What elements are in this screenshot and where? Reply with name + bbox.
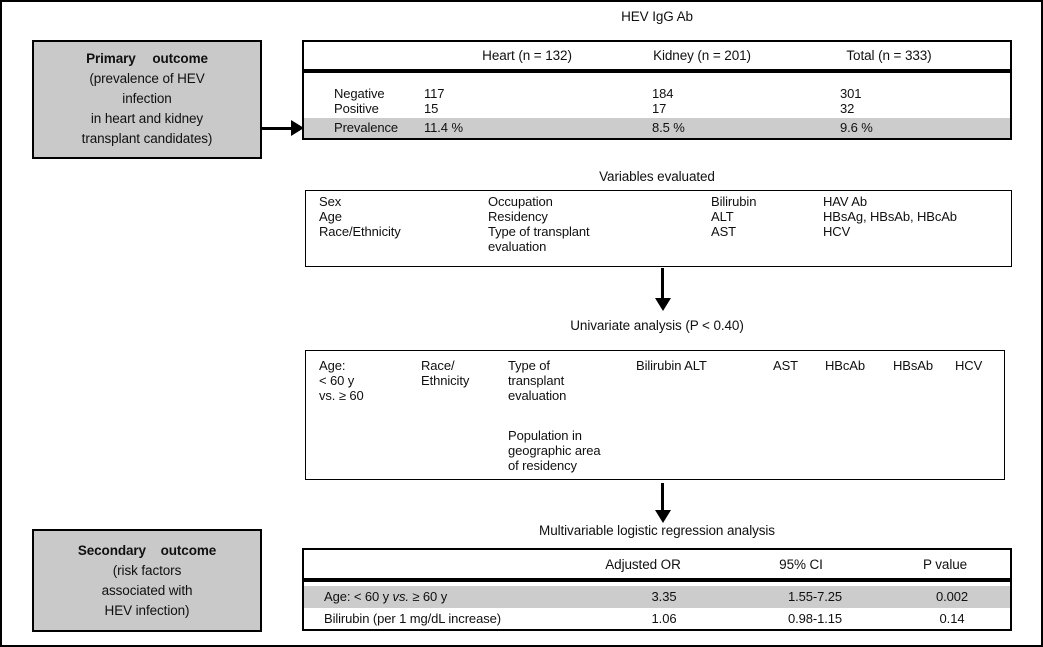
kidney-value: 17	[652, 101, 667, 116]
variable-item: AST	[711, 224, 736, 239]
univariate-item-population: Population in geographic area of residen…	[508, 428, 601, 473]
column-header-kidney: Kidney (n = 201)	[653, 48, 751, 63]
multivariable-table: Adjusted OR 95% CI P value Age: < 60 y v…	[302, 548, 1012, 631]
primary-outcome-line: infection	[122, 91, 172, 106]
univariate-analysis-title: Univariate analysis (P < 0.40)	[570, 318, 744, 333]
total-value: 301	[840, 86, 862, 101]
variables-evaluated-box: Sex Age Race/Ethnicity Occupation Reside…	[305, 190, 1012, 267]
heart-value: 15	[424, 101, 439, 116]
univariate-analysis-box: Age: < 60 y vs. ≥ 60 Race/ Ethnicity Typ…	[305, 350, 1005, 480]
univariate-item-age: Age: < 60 y vs. ≥ 60	[319, 358, 364, 403]
table-row-bilirubin: Bilirubin (per 1 mg/dL increase) 1.06 0.…	[304, 608, 1010, 628]
header-separator-rule	[304, 578, 1010, 582]
secondary-outcome-line: associated with	[101, 583, 193, 598]
row-label: Positive	[334, 101, 379, 116]
univariate-line: of residency	[508, 458, 577, 473]
secondary-outcome-line: HEV infection)	[104, 603, 190, 618]
primary-outcome-line: (prevalence of HEV	[89, 71, 205, 86]
secondary-outcome-title: Secondary outcome	[77, 543, 217, 558]
primary-outcome-line: in heart and kidney	[90, 111, 204, 126]
heart-value: 117	[424, 86, 445, 101]
kidney-value: 8.5 %	[652, 120, 685, 135]
variable-item: HCV	[823, 224, 851, 239]
multivariable-analysis-title: Multivariable logistic regression analys…	[539, 523, 775, 538]
univariate-line: Type of	[508, 358, 550, 373]
kidney-value: 184	[652, 86, 674, 101]
univariate-line: < 60 y	[319, 373, 355, 388]
column-header-95ci: 95% CI	[779, 557, 823, 572]
total-value: 9.6 %	[840, 120, 873, 135]
column-header-total: Total (n = 333)	[846, 48, 932, 63]
row-label: Negative	[334, 86, 385, 101]
variable-item: Type of transplant	[488, 224, 590, 239]
univariate-item-ast: AST	[773, 358, 798, 373]
figure-title: HEV IgG Ab	[621, 9, 693, 24]
row-label-vs: vs.	[392, 589, 409, 604]
table-row-prevalence: Prevalence 11.4 % 8.5 % 9.6 %	[304, 118, 1010, 138]
prevalence-table: Heart (n = 132) Kidney (n = 201) Total (…	[302, 40, 1012, 140]
secondary-outcome-line: (risk factors	[112, 563, 182, 578]
variable-item: HBsAg, HBsAb, HBcAb	[823, 209, 957, 224]
row-label: Bilirubin (per 1 mg/dL increase)	[324, 611, 501, 626]
variable-item: Occupation	[488, 194, 553, 209]
variables-column-serologies: HAV Ab HBsAg, HBsAb, HBcAb HCV	[823, 194, 957, 239]
variable-item: Age	[319, 209, 342, 224]
row-label-text: ≥ 60 y	[408, 589, 448, 604]
univariate-item-bilirubin-alt: Bilirubin ALT	[636, 358, 707, 373]
univariate-item-hbsab: HBsAb	[893, 358, 933, 373]
variable-item: ALT	[711, 209, 734, 224]
univariate-line: Age:	[319, 358, 346, 373]
variable-item: Sex	[319, 194, 342, 209]
univariate-line: Ethnicity	[421, 373, 470, 388]
univariate-line: vs. ≥ 60	[319, 388, 364, 403]
variable-item: evaluation	[488, 239, 547, 254]
primary-outcome-title: Primary outcome	[86, 51, 208, 66]
table-row-negative: Negative 117 184 301	[304, 86, 1010, 101]
table-row-positive: Positive 15 17 32	[304, 101, 1010, 116]
variable-item: Residency	[488, 209, 548, 224]
primary-outcome-line: transplant candidates)	[81, 131, 213, 146]
univariate-item-transplant-type: Type of transplant evaluation	[508, 358, 566, 403]
primary-outcome-box: Primary outcome (prevalence of HEV infec…	[32, 40, 262, 159]
variables-column-social: Occupation Residency Type of transplant …	[488, 194, 590, 254]
adjusted-or-value: 1.06	[651, 611, 677, 626]
column-header-heart: Heart (n = 132)	[482, 48, 572, 63]
variables-column-labs: Bilirubin ALT AST	[711, 194, 756, 239]
variables-evaluated-title: Variables evaluated	[599, 169, 715, 184]
adjusted-or-value: 3.35	[651, 589, 677, 604]
heart-value: 11.4 %	[424, 120, 463, 135]
univariate-line: evaluation	[508, 388, 567, 403]
univariate-item-hbcab: HBcAb	[825, 358, 865, 373]
header-separator-rule	[304, 69, 1010, 73]
univariate-item-race: Race/ Ethnicity	[421, 358, 469, 388]
column-header-adjusted-or: Adjusted OR	[605, 557, 681, 572]
p-value: 0.002	[935, 589, 969, 604]
row-label: Prevalence	[334, 120, 399, 135]
univariate-line: transplant	[508, 373, 565, 388]
ci-value: 1.55-7.25	[787, 589, 843, 604]
univariate-item-hcv: HCV	[955, 358, 983, 373]
variable-item: Race/Ethnicity	[319, 224, 401, 239]
variable-item: HAV Ab	[823, 194, 867, 209]
variable-item: Bilirubin	[711, 194, 757, 209]
row-label: Age: < 60 y vs. ≥ 60 y	[324, 589, 447, 604]
variables-column-demographics: Sex Age Race/Ethnicity	[319, 194, 401, 239]
univariate-line: Race/	[421, 358, 455, 373]
total-value: 32	[840, 101, 855, 116]
p-value: 0.14	[939, 611, 965, 626]
column-header-p-value: P value	[922, 557, 968, 572]
row-label-text: Age: < 60 y	[324, 589, 393, 604]
secondary-outcome-box: Secondary outcome (risk factors associat…	[32, 529, 262, 632]
univariate-line: geographic area	[508, 443, 601, 458]
univariate-line: Population in	[508, 428, 582, 443]
ci-value: 0.98-1.15	[787, 611, 843, 626]
table-row-age: Age: < 60 y vs. ≥ 60 y 3.35 1.55-7.25 0.…	[304, 586, 1010, 608]
